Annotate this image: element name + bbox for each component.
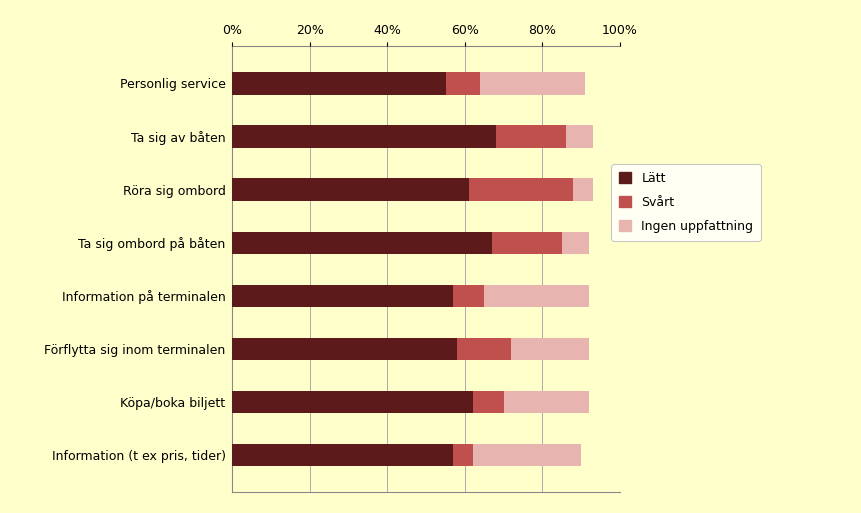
Bar	[232, 444, 453, 466]
Bar	[511, 338, 589, 360]
Bar	[492, 231, 561, 254]
Bar	[457, 338, 511, 360]
Bar	[484, 285, 589, 307]
Bar	[232, 179, 468, 201]
Bar	[446, 72, 480, 94]
Bar	[480, 72, 585, 94]
Bar	[566, 125, 592, 148]
Bar	[232, 391, 473, 413]
Bar	[232, 338, 457, 360]
Bar	[473, 444, 581, 466]
Bar	[468, 179, 573, 201]
Bar	[473, 391, 504, 413]
Bar	[504, 391, 589, 413]
Bar	[496, 125, 566, 148]
Bar	[453, 444, 473, 466]
Legend: Lätt, Svårt, Ingen uppfattning: Lätt, Svårt, Ingen uppfattning	[611, 164, 761, 241]
Bar	[232, 285, 453, 307]
Bar	[232, 125, 496, 148]
Bar	[573, 179, 592, 201]
Bar	[453, 285, 484, 307]
Bar	[232, 231, 492, 254]
Bar	[561, 231, 589, 254]
Bar	[232, 72, 446, 94]
